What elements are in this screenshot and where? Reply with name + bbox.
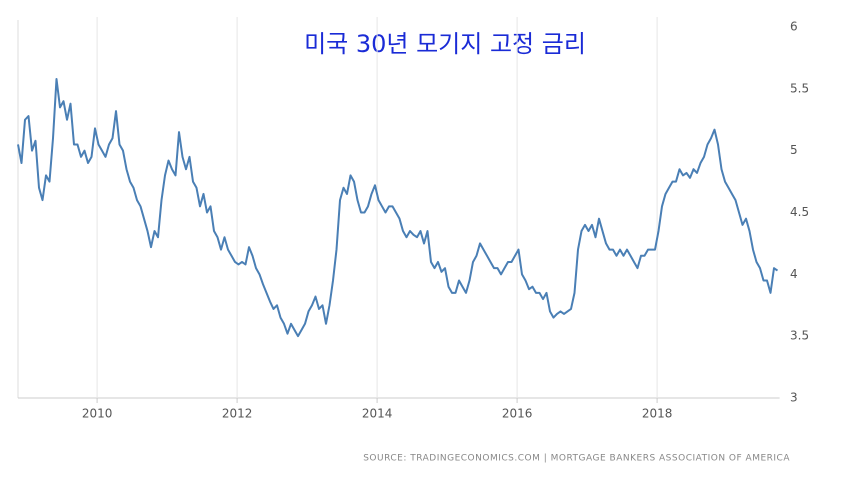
x-tick-label: 2016	[502, 407, 533, 421]
y-tick-label: 4	[790, 267, 798, 281]
y-tick-label: 4.5	[790, 205, 809, 219]
y-tick-label: 6	[790, 20, 798, 34]
y-tick-label: 5	[790, 143, 798, 157]
y-tick-label: 5.5	[790, 81, 809, 95]
y-tick-label: 3.5	[790, 329, 809, 343]
data-line	[17, 77, 779, 338]
y-tick-label: 3	[790, 391, 798, 405]
x-tick-label: 2010	[82, 407, 113, 421]
x-tick-label: 2012	[222, 407, 253, 421]
x-tick-label: 2018	[642, 407, 673, 421]
source-note: SOURCE: TRADINGECONOMICS.COM | MORTGAGE …	[363, 454, 790, 464]
x-tick-label: 2014	[362, 407, 393, 421]
chart-title: 미국 30년 모기지 고정 금리	[304, 30, 586, 58]
